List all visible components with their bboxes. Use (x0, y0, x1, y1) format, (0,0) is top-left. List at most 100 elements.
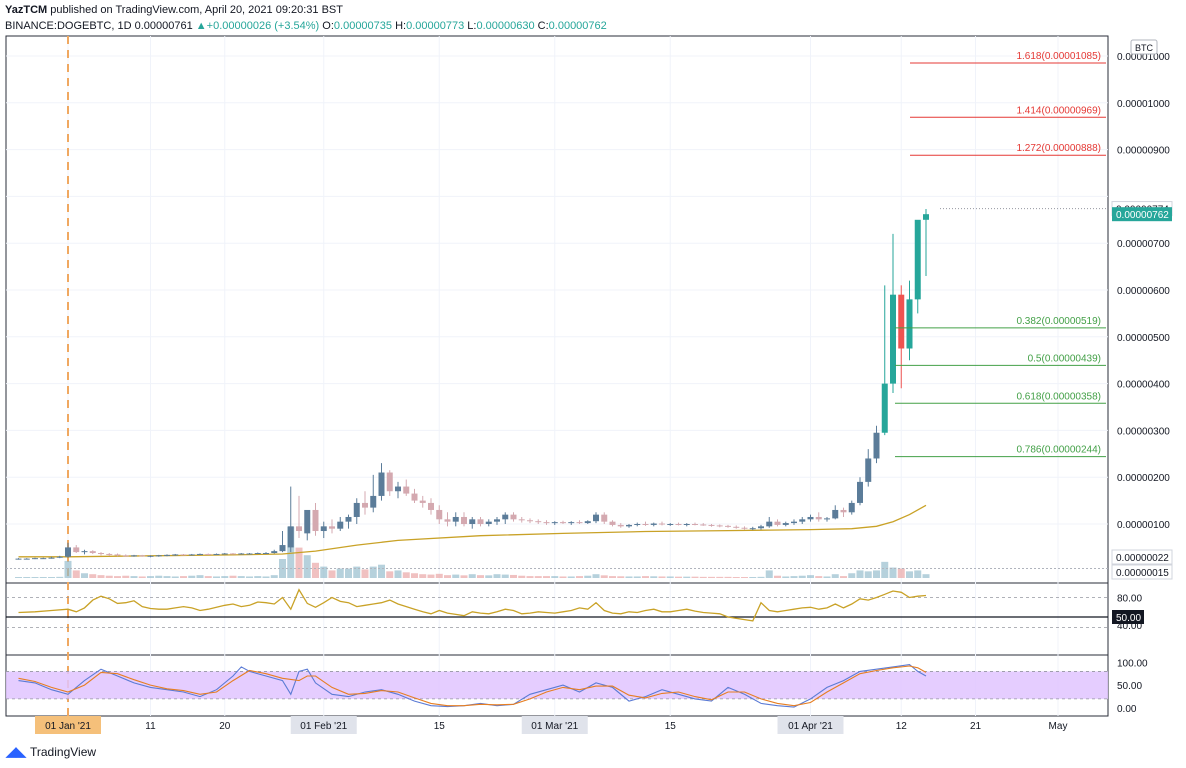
oscillator-pane-1[interactable] (6, 588, 1108, 628)
volume-bar (831, 574, 839, 578)
candle-body (857, 481, 863, 503)
volume-bar (361, 569, 369, 578)
volume-bar (914, 570, 922, 578)
candle-body (461, 516, 467, 524)
price-label: 0.00000015 (1116, 568, 1169, 579)
volume-bar (576, 576, 583, 578)
volume-bar (411, 573, 418, 578)
currency-badge (1130, 39, 1158, 55)
candle-body (527, 520, 533, 522)
candle-body (543, 522, 550, 524)
volume-bar (609, 576, 616, 578)
last-price-label: 0.00000762 (1116, 210, 1169, 221)
volume-bar (485, 575, 493, 578)
y-tick-label: 0.00000900 (1117, 146, 1170, 157)
candle-body (436, 509, 443, 520)
candle-body (197, 553, 203, 555)
volume-bar (237, 576, 245, 578)
candle-body (758, 526, 764, 529)
volume-bar (642, 576, 649, 578)
candle-body (213, 553, 220, 555)
volume-bar (699, 576, 707, 578)
x-tick-label: 11 (145, 721, 156, 732)
osc1-level-badge (1112, 610, 1144, 624)
volume-bar (427, 574, 435, 578)
y-tick-label: 0.00000500 (1117, 333, 1170, 344)
volume-bar (378, 564, 385, 578)
candle-body (452, 516, 459, 522)
x-tick-label: 01 Feb '21 (300, 721, 347, 732)
candle-body (634, 524, 641, 525)
volume-bar (155, 575, 163, 578)
candle-body (832, 509, 839, 519)
candle-body (428, 502, 434, 510)
candle-body (230, 553, 236, 555)
volume-bar (270, 575, 278, 578)
volume-bar (246, 576, 253, 578)
osc2-tick-label: 100.00 (1117, 658, 1148, 669)
y-tick-label: 0.00000700 (1117, 239, 1170, 250)
candle-body (593, 514, 599, 522)
candle-body (370, 495, 377, 508)
candle-body (716, 525, 723, 527)
candle-body (263, 553, 269, 555)
volume-bar (526, 576, 534, 578)
up-arrow-icon: ▲ (195, 20, 207, 32)
volume-bar (774, 575, 781, 578)
osc2-tick-label: 50.00 (1117, 681, 1142, 692)
volume-bar (625, 576, 633, 578)
volume-bar (807, 575, 814, 578)
candle-body (411, 493, 418, 501)
candle-body (469, 519, 476, 524)
volume-bar (180, 576, 187, 578)
candle-body (155, 555, 162, 557)
volume-bar (130, 576, 138, 578)
candle-body (23, 558, 30, 560)
main-pane[interactable]: 1.618(0.00001085) 1.414(0.00000969) 1.272(… (6, 36, 1108, 716)
volume-bar (163, 576, 171, 578)
plot-frame (5, 35, 1109, 717)
candle-body (494, 519, 500, 522)
candle-body (749, 528, 756, 530)
candle-body (774, 521, 781, 525)
candle-body (609, 521, 616, 525)
candle-body (865, 458, 872, 482)
volume-bar (757, 576, 765, 578)
candle-body (131, 555, 137, 557)
candle-body (568, 522, 575, 524)
x-tick-label: 15 (434, 721, 446, 732)
x-tick-label: May (1049, 721, 1068, 732)
volume-bar (551, 576, 559, 578)
candle-body (73, 547, 80, 553)
candle-body (766, 521, 773, 527)
candle-body (320, 526, 327, 532)
volume-bar (386, 571, 394, 578)
fib-level-label: 1.414(0.00000969) (1016, 105, 1101, 116)
publisher-name[interactable]: YazTCM (5, 4, 48, 16)
volume-bar (345, 568, 352, 578)
candle-body (164, 554, 170, 556)
osc1-tick-label: 40.00 (1117, 621, 1142, 632)
volume-bar (303, 555, 311, 578)
price-chart[interactable]: 1.618(0.00001085) 1.414(0.00000969) 1.272(… (0, 0, 1186, 740)
candle-body (799, 519, 806, 522)
candle-body (386, 472, 393, 492)
publish-line: YazTCM published on TradingView.com, Apr… (5, 2, 607, 18)
oscillator-1-line (18, 588, 927, 622)
y-tick-label: 0.00001000 (1117, 52, 1170, 63)
tradingview-footer[interactable]: ◢◣ TradingView (6, 744, 96, 760)
volume-bar (435, 573, 443, 578)
volume-bar (64, 560, 72, 578)
chart-header: YazTCM published on TradingView.com, Apr… (5, 2, 607, 34)
volume-bar (229, 575, 237, 578)
candle-body (807, 516, 814, 520)
high-value: 0.00000773 (406, 20, 465, 32)
candle-body (395, 486, 401, 492)
volume-bar (468, 574, 476, 578)
candle-body (139, 555, 146, 557)
candle-body (502, 514, 509, 520)
oscillator-pane-2[interactable] (6, 664, 1108, 708)
volume-bar (213, 576, 220, 578)
volume-bar (97, 575, 105, 578)
osc1-level-label: 50.00 (1116, 613, 1141, 624)
